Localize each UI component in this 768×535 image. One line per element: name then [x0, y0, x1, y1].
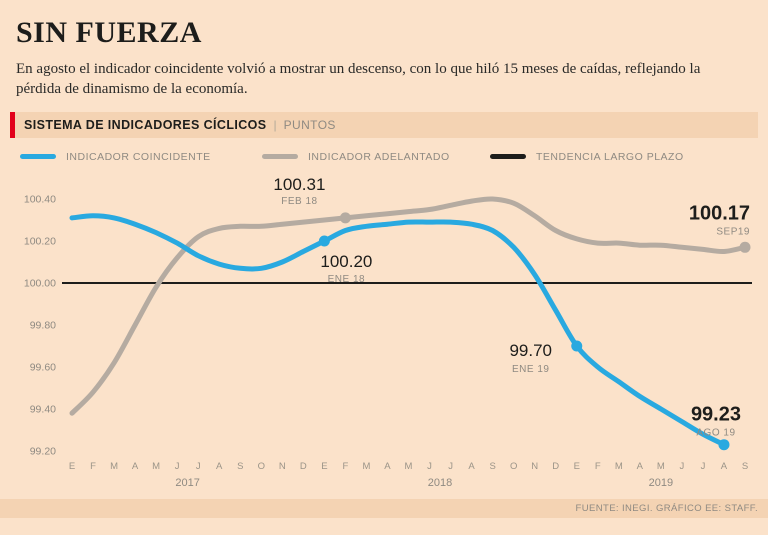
- month-label: A: [384, 461, 391, 472]
- y-tick-label: 99.40: [30, 403, 56, 415]
- annotation-value: 100.17: [689, 202, 750, 224]
- data-point-dot: [339, 211, 351, 223]
- annotation-sublabel: AGO 19: [696, 427, 735, 438]
- legend-item-tendencia: TENDENCIA LARGO PLAZO: [490, 151, 684, 163]
- month-label: E: [574, 461, 580, 472]
- year-label: 2018: [428, 477, 452, 489]
- y-tick-label: 100.00: [24, 277, 56, 289]
- month-label: J: [175, 461, 180, 472]
- month-label: S: [489, 461, 495, 472]
- year-label: 2019: [649, 477, 673, 489]
- month-label: A: [637, 461, 644, 472]
- month-label: M: [110, 461, 118, 472]
- month-label: J: [680, 461, 685, 472]
- month-label: E: [69, 461, 75, 472]
- month-label: D: [552, 461, 559, 472]
- annotation-value: 100.31: [273, 174, 325, 193]
- adelantado-line-swatch-icon: [262, 154, 298, 160]
- chart-description: En agosto el indicador coincidente volvi…: [16, 61, 701, 97]
- month-label: E: [321, 461, 327, 472]
- month-label: J: [196, 461, 201, 472]
- month-label: F: [595, 461, 601, 472]
- month-label: J: [427, 461, 432, 472]
- annotation-sublabel: SEP19: [716, 226, 750, 237]
- month-label: F: [90, 461, 96, 472]
- month-label: S: [237, 461, 243, 472]
- section-separator: |: [273, 117, 277, 132]
- legend-label: INDICADOR COINCIDENTE: [66, 150, 211, 163]
- month-label: A: [216, 461, 223, 472]
- section-unit: PUNTOS: [283, 117, 336, 132]
- month-label: M: [405, 461, 413, 472]
- legend: INDICADOR COINCIDENTE INDICADOR ADELANTA…: [20, 151, 768, 163]
- month-label: A: [468, 461, 475, 472]
- month-label: J: [701, 461, 706, 472]
- annotation-sublabel: FEB 18: [281, 195, 317, 206]
- legend-item-adelantado: INDICADOR ADELANTADO: [262, 151, 490, 163]
- annotation-value: 99.23: [691, 403, 741, 425]
- y-tick-label: 99.60: [30, 361, 56, 373]
- data-point-dot: [739, 241, 751, 253]
- month-label: A: [721, 461, 728, 472]
- month-label: O: [258, 461, 265, 472]
- month-label: M: [615, 461, 623, 472]
- section-title: SISTEMA DE INDICADORES CÍCLICOS: [24, 117, 267, 132]
- y-tick-label: 99.20: [30, 445, 56, 457]
- month-label: N: [531, 461, 538, 472]
- y-tick-label: 100.20: [24, 235, 56, 247]
- data-point-dot: [718, 438, 730, 450]
- month-label: M: [152, 461, 160, 472]
- month-label: M: [657, 461, 665, 472]
- y-tick-label: 99.80: [30, 319, 56, 331]
- month-label: S: [742, 461, 748, 472]
- footer-bar: FUENTE: INEGI. GRÁFICO EE: STAFF.: [0, 498, 768, 518]
- month-label: F: [343, 461, 349, 472]
- section-bar: SISTEMA DE INDICADORES CÍCLICOS | PUNTOS: [10, 111, 758, 138]
- month-label: O: [510, 461, 517, 472]
- legend-item-coincidente: INDICADOR COINCIDENTE: [20, 151, 262, 163]
- legend-label: TENDENCIA LARGO PLAZO: [536, 150, 684, 163]
- annotation-value: 99.70: [509, 341, 552, 360]
- month-label: D: [300, 461, 307, 472]
- y-tick-label: 100.40: [24, 193, 56, 205]
- source-credit: FUENTE: INEGI. GRÁFICO EE: STAFF.: [575, 502, 758, 514]
- annotation-sublabel: ENE 18: [328, 274, 365, 285]
- header: SIN FUERZA En agosto el indicador coinci…: [0, 0, 768, 100]
- month-label: M: [362, 461, 370, 472]
- month-label: J: [448, 461, 453, 472]
- legend-label: INDICADOR ADELANTADO: [308, 150, 450, 163]
- page-title: SIN FUERZA: [16, 16, 202, 49]
- cyclical-indicators-chart: 100.40 100.20 100.00 99.80 99.60 99.40 99.20 E F…: [24, 174, 752, 489]
- year-label: 2017: [175, 477, 199, 489]
- tendencia-line-swatch-icon: [490, 154, 526, 160]
- data-point-dot: [318, 235, 330, 247]
- month-label: A: [132, 461, 139, 472]
- annotation-value: 100.20: [320, 252, 372, 271]
- annotation-sublabel: ENE 19: [512, 364, 549, 375]
- line-series-adelantado: [69, 196, 748, 416]
- line-series-coincidente: [69, 212, 727, 447]
- coincidente-line-swatch-icon: [20, 154, 56, 160]
- month-label: N: [279, 461, 286, 472]
- data-point-dot: [571, 340, 583, 352]
